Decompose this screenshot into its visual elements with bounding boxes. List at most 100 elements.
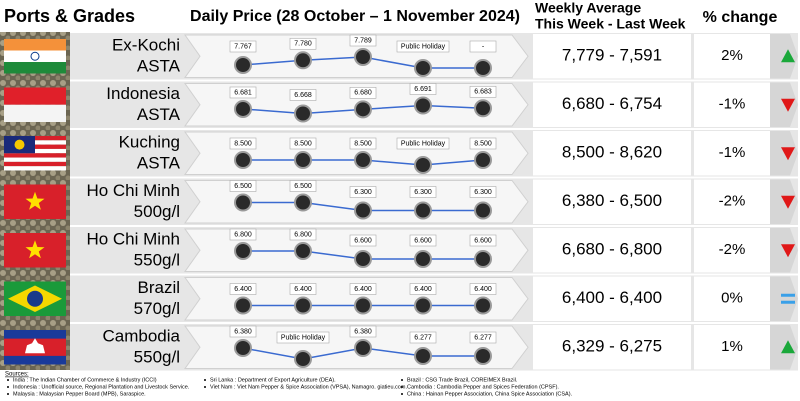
percent-change: -2% [719, 193, 746, 210]
port-name: Ho Chi Minh [86, 181, 180, 200]
weekly-average: 6,329 - 6,275 [562, 337, 662, 356]
port-name: Kuching [119, 133, 180, 152]
price-label-box [409, 83, 437, 95]
price-label: 6.683 [474, 89, 492, 96]
holiday-dot [414, 59, 432, 77]
port-grade: 550g/l [134, 348, 180, 367]
price-label-box [469, 283, 497, 295]
price-dot [354, 48, 372, 66]
price-label-box [276, 331, 330, 344]
price-label: 7.780 [294, 41, 312, 48]
port-grade: ASTA [137, 154, 181, 173]
weekly-average: 7,779 - 7,591 [562, 46, 662, 65]
price-dot [354, 201, 372, 220]
holiday-dot [414, 156, 432, 174]
price-dot [474, 296, 492, 315]
weekly-average: 6,680 - 6,754 [562, 94, 662, 113]
price-label: 6.500 [294, 183, 312, 190]
flag [4, 161, 66, 167]
flag [25, 191, 45, 210]
source-item: India : The Indian Chamber of Commerce &… [13, 377, 157, 383]
price-label-box [289, 283, 317, 295]
percent-change: -1% [719, 144, 746, 161]
price-label-box [229, 283, 257, 295]
price-label-box [396, 40, 450, 53]
flag [4, 157, 66, 162]
price-label-box [289, 89, 317, 101]
price-dot [414, 96, 432, 115]
price-dot [354, 339, 372, 357]
bullet [401, 379, 403, 381]
price-label: Public Holiday [401, 140, 446, 147]
holiday-dot [474, 59, 492, 77]
price-label-box [229, 228, 257, 241]
chevron [770, 276, 798, 321]
chart-area [184, 228, 529, 272]
bullet [204, 386, 206, 388]
weekly-box [533, 34, 691, 79]
price-label-box [349, 137, 377, 150]
price-label: Public Holiday [281, 334, 326, 341]
price-label-box [469, 234, 497, 247]
price-label-box [349, 34, 377, 47]
price-label: 6.300 [474, 189, 492, 196]
weekly-average: 6,400 - 6,400 [562, 288, 662, 307]
price-label: 8.500 [354, 140, 372, 147]
price-label: 6.691 [414, 86, 432, 93]
weekly-box [533, 276, 691, 321]
bullet [7, 386, 9, 388]
price-label-box [396, 137, 450, 150]
port-grade: 500g/l [134, 202, 180, 221]
price-dot [474, 99, 492, 118]
header-daily: Daily Price (28 October – 1 November 202… [190, 8, 520, 25]
price-dot [294, 51, 312, 70]
price-dot [294, 151, 312, 169]
price-label: 6.600 [414, 237, 432, 244]
price-dot [414, 250, 432, 268]
chart-area [184, 277, 529, 321]
price-label-box [469, 85, 497, 98]
price-dot [294, 296, 312, 315]
price-label: 6.500 [234, 183, 252, 190]
trend-down [781, 147, 795, 161]
price-label: 8.500 [294, 140, 312, 147]
chevron [770, 325, 798, 370]
chevron [770, 179, 798, 224]
port-name: Brazil [137, 278, 180, 297]
source-item: Brazil : CSG Trade Brazil, COREIMEX Braz… [407, 377, 518, 383]
price-label-box [349, 283, 377, 295]
bullet [401, 393, 403, 395]
trend-down [781, 195, 795, 209]
price-label-box [229, 40, 257, 53]
price-label-box [289, 180, 317, 192]
trend-down [781, 98, 795, 112]
port-grade: 550g/l [134, 251, 180, 270]
flag [4, 39, 66, 51]
source-item: Viet Nam : Viet Nam Pepper & Spice Assoc… [210, 384, 407, 390]
weekly-box [533, 131, 691, 176]
price-label: 6.800 [234, 231, 252, 238]
chevron [770, 34, 798, 79]
price-label: 6.600 [474, 237, 492, 244]
price-label: 6.400 [474, 286, 492, 293]
price-label-box [349, 186, 377, 198]
source-item: Malaysia : Malaysian Pepper Board (MPB),… [13, 391, 146, 397]
sources-title: Sources: [5, 372, 29, 378]
bullet [7, 379, 9, 381]
flag [25, 240, 45, 259]
price-label: 8.500 [474, 140, 492, 147]
bullet [7, 393, 9, 395]
price-label-box [349, 87, 377, 99]
port-name: Ho Chi Minh [86, 230, 180, 249]
price-dot [234, 242, 252, 260]
price-label-box [229, 180, 257, 192]
flag [4, 62, 66, 74]
price-label: - [482, 43, 485, 50]
price-dot [474, 250, 492, 268]
price-dot [234, 151, 252, 169]
percent-change: 2% [721, 47, 743, 64]
price-label: 6.400 [414, 286, 432, 293]
price-dot [234, 339, 252, 357]
price-label: 6.400 [294, 286, 312, 293]
